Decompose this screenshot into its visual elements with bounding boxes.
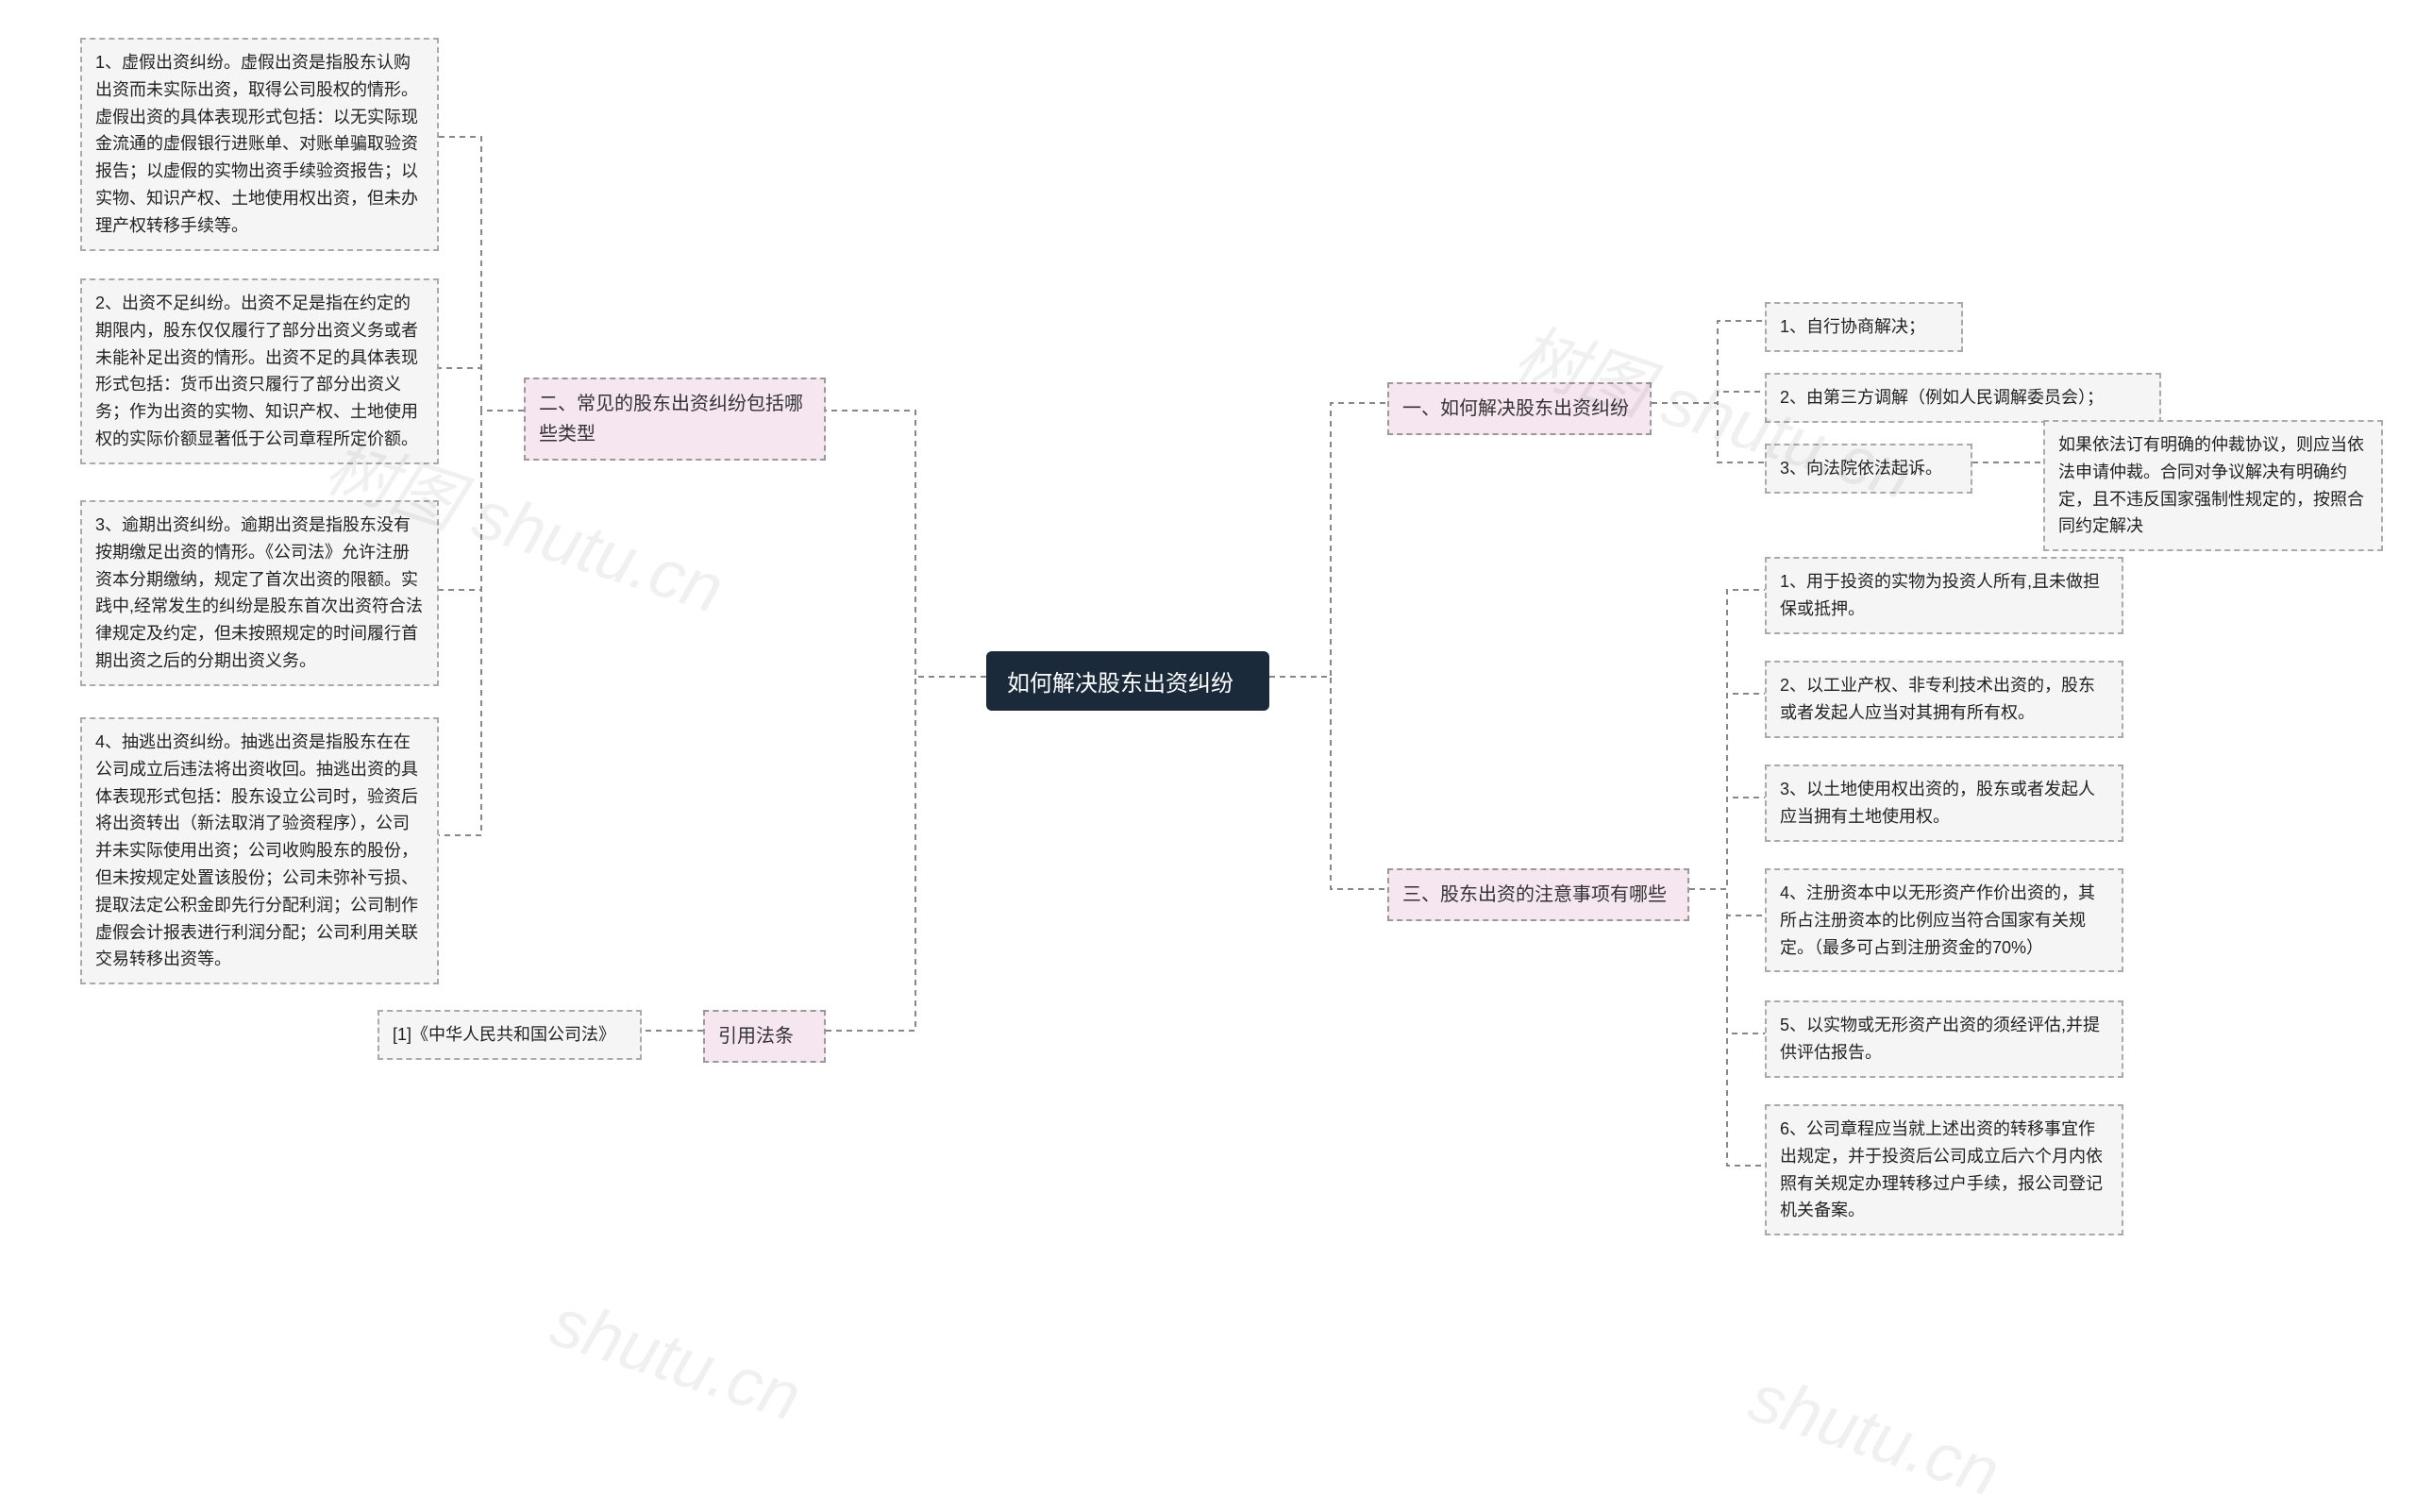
leaf-node: 2、出资不足纠纷。出资不足是指在约定的期限内，股东仅仅履行了部分出资义务或者未能… bbox=[80, 278, 439, 464]
branch-node: 引用法条 bbox=[703, 1010, 826, 1063]
leaf-node: 2、以工业产权、非专利技术出资的，股东或者发起人应当对其拥有所有权。 bbox=[1765, 661, 2123, 738]
leaf-node: 4、抽逃出资纠纷。抽逃出资是指股东在在公司成立后违法将出资收回。抽逃出资的具体表… bbox=[80, 717, 439, 984]
watermark: shutu.cn bbox=[1740, 1359, 2008, 1512]
branch-node: 三、股东出资的注意事项有哪些 bbox=[1387, 868, 1689, 921]
leaf-node: 1、虚假出资纠纷。虚假出资是指股东认购出资而未实际出资，取得公司股权的情形。虚假… bbox=[80, 38, 439, 251]
leaf-node: [1]《中华人民共和国公司法》 bbox=[378, 1010, 642, 1060]
leaf-node: 5、以实物或无形资产出资的须经评估,并提供评估报告。 bbox=[1765, 1000, 2123, 1078]
leaf-node: 4、注册资本中以无形资产作价出资的，其所占注册资本的比例应当符合国家有关规定。（… bbox=[1765, 868, 2123, 972]
leaf-node: 1、用于投资的实物为投资人所有,且未做担保或抵押。 bbox=[1765, 557, 2123, 634]
leaf-node: 3、逾期出资纠纷。逾期出资是指股东没有按期缴足出资的情形。《公司法》允许注册资本… bbox=[80, 500, 439, 686]
leaf-node: 3、向法院依法起诉。 bbox=[1765, 444, 1972, 494]
branch-node: 二、常见的股东出资纠纷包括哪些类型 bbox=[524, 378, 826, 461]
leaf-node: 1、自行协商解决； bbox=[1765, 302, 1963, 352]
branch-node: 一、如何解决股东出资纠纷 bbox=[1387, 382, 1652, 435]
watermark: shutu.cn bbox=[542, 1284, 810, 1436]
leaf-node: 6、公司章程应当就上述出资的转移事宜作出规定，并于投资后公司成立后六个月内依照有… bbox=[1765, 1104, 2123, 1235]
leaf-node: 2、由第三方调解（例如人民调解委员会）； bbox=[1765, 373, 2161, 423]
root-node: 如何解决股东出资纠纷 bbox=[986, 651, 1269, 711]
leaf-node: 3、以土地使用权出资的，股东或者发起人应当拥有土地使用权。 bbox=[1765, 764, 2123, 842]
leaf-node: 如果依法订有明确的仲裁协议，则应当依法申请仲裁。合同对争议解决有明确约定，且不违… bbox=[2043, 420, 2383, 551]
